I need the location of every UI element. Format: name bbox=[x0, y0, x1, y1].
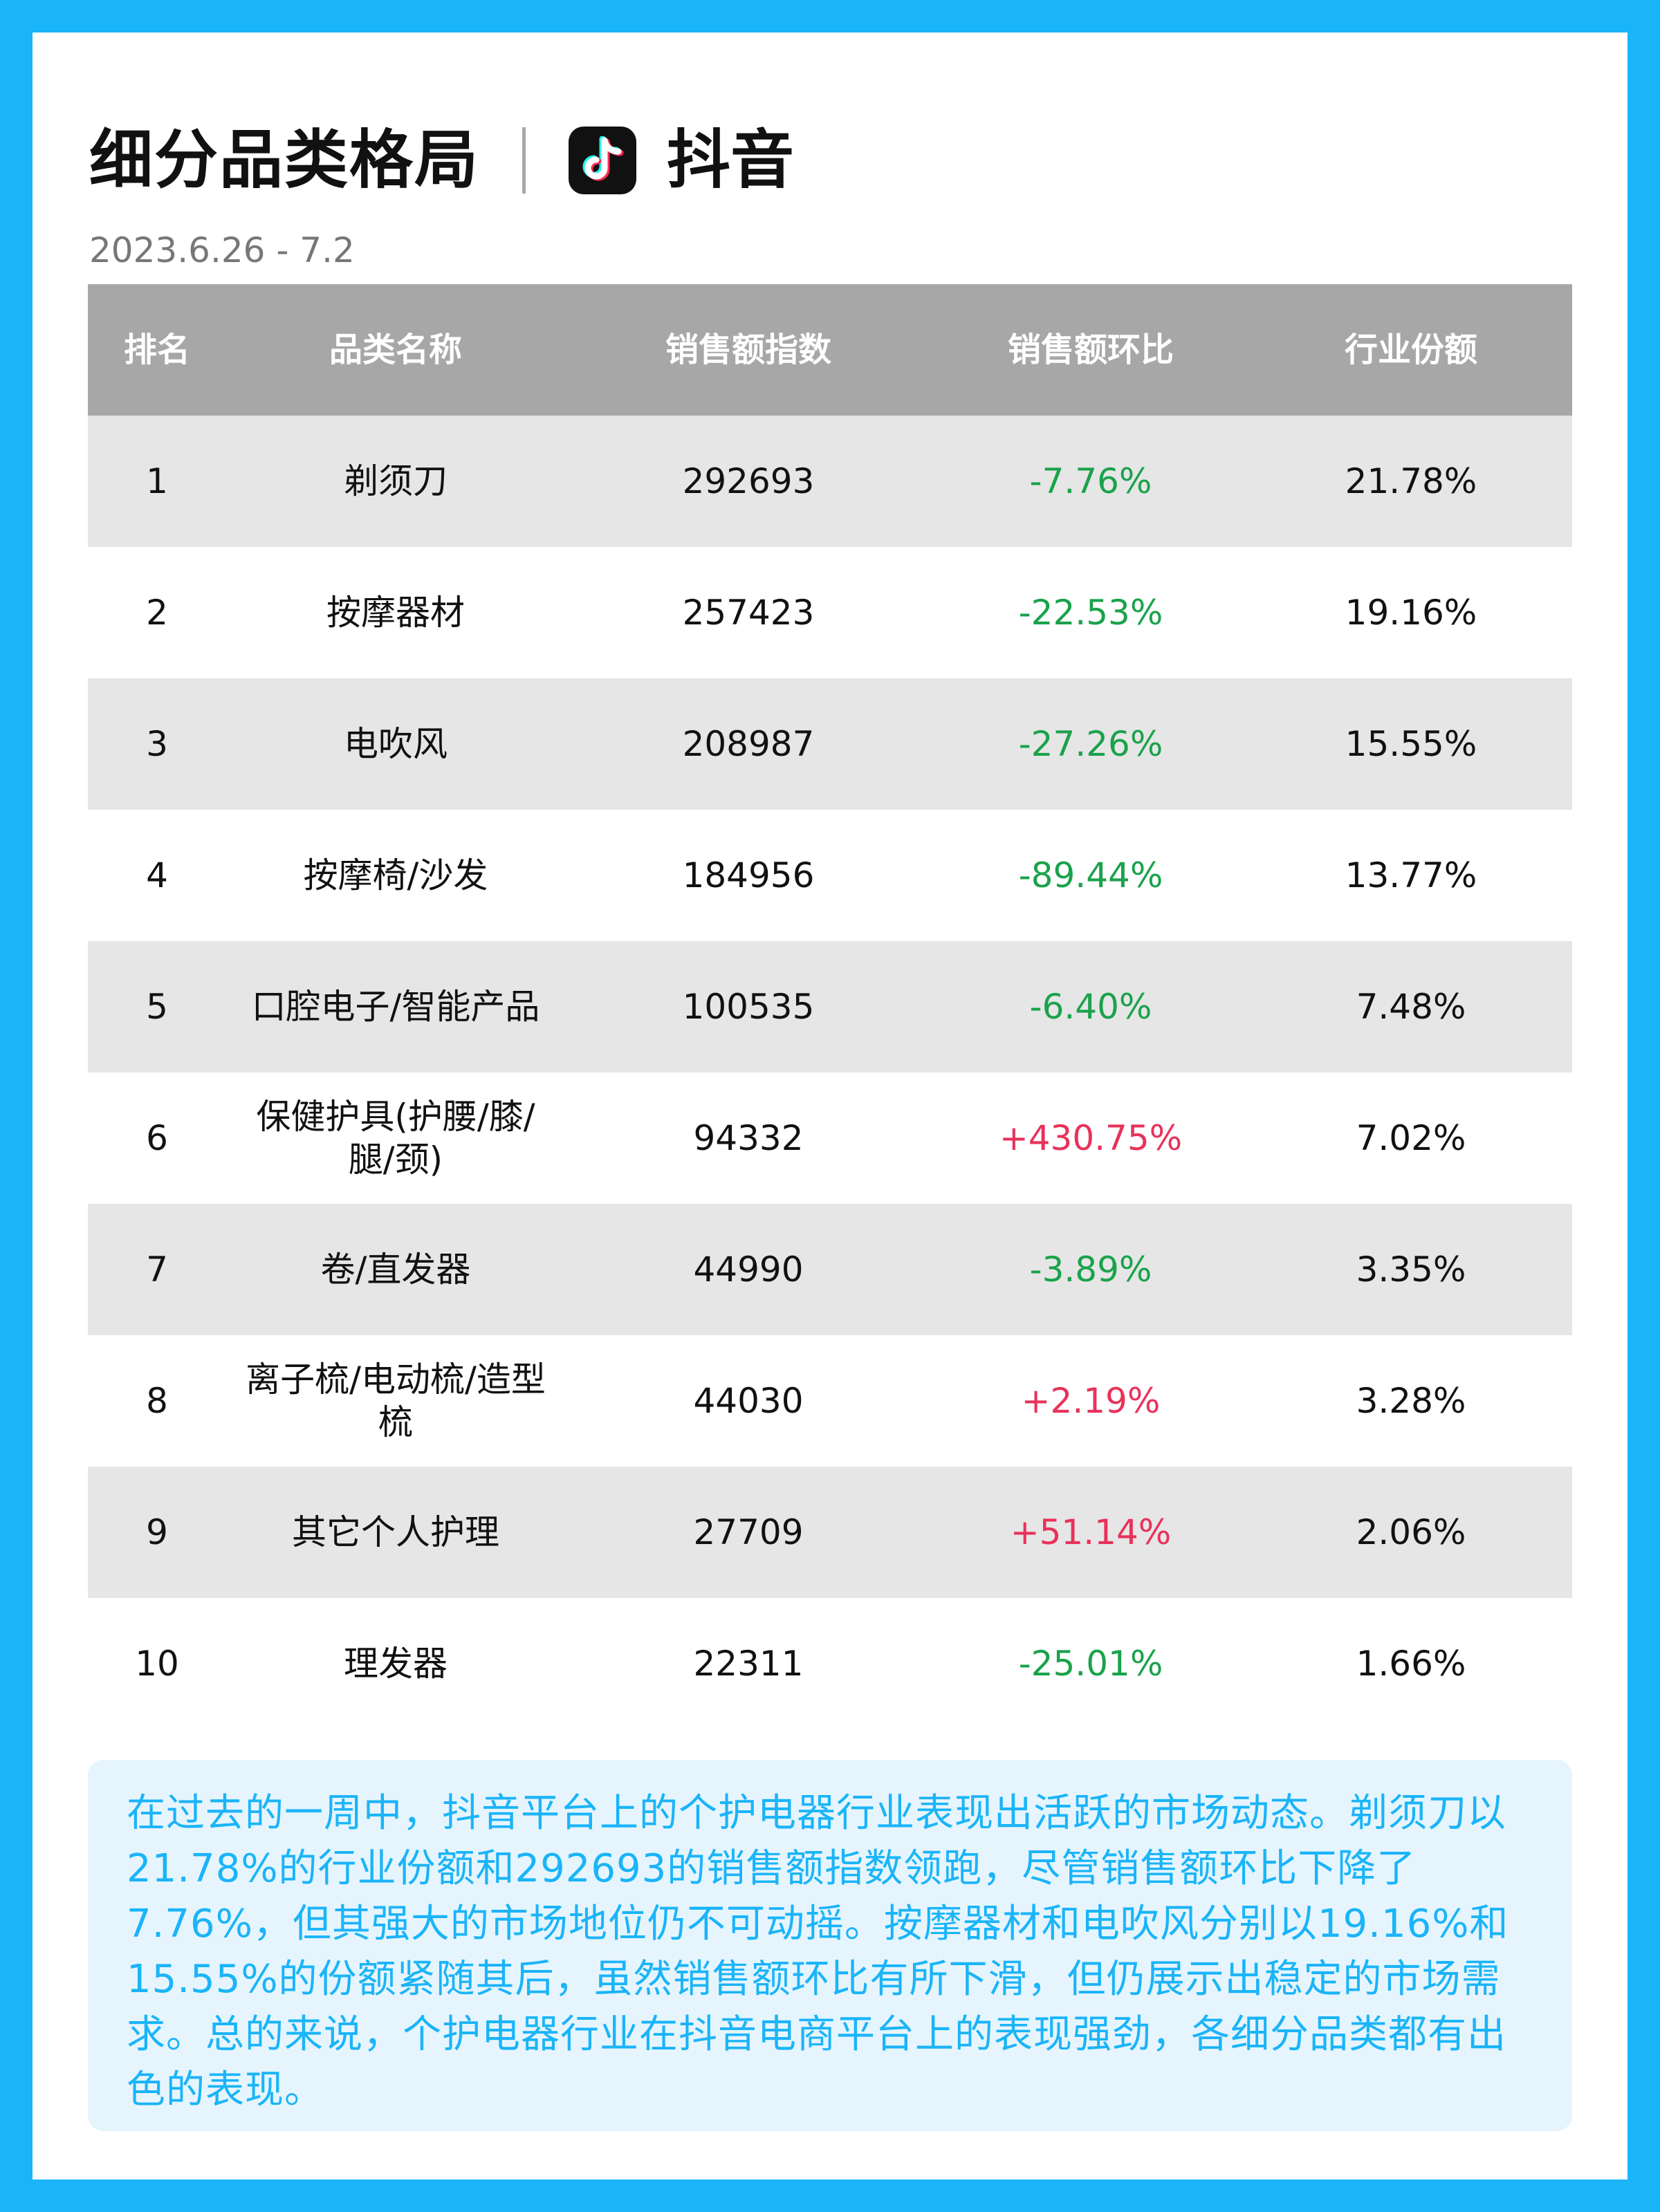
sales-index-cell: 22311 bbox=[693, 1643, 804, 1684]
category-label: 离子梳/电动梳/造型梳 bbox=[246, 1359, 546, 1443]
rank-cell: 3 bbox=[146, 723, 168, 764]
category-label: 保健护具(护腰/膝/腿/颈) bbox=[256, 1096, 535, 1180]
category-cell: 离子梳/电动梳/造型梳 bbox=[226, 1335, 565, 1467]
table-row: 4 按摩椅/沙发 184956 -89.44% 13.77% bbox=[88, 810, 1572, 941]
category-cell: 按摩器材 bbox=[226, 547, 565, 678]
table-row: 5 口腔电子/智能产品 100535 -6.40% 7.48% bbox=[88, 941, 1572, 1072]
share-cell: 19.16% bbox=[1345, 592, 1477, 633]
rank-cell: 6 bbox=[146, 1117, 168, 1158]
share-cell: 13.77% bbox=[1345, 855, 1477, 895]
mom-cell: -7.76% bbox=[1029, 461, 1152, 501]
table-row: 6 保健护具(护腰/膝/腿/颈) 94332 +430.75% 7.02% bbox=[88, 1072, 1572, 1204]
column-header-share: 行业份额 bbox=[1344, 331, 1477, 369]
category-cell: 口腔电子/智能产品 bbox=[226, 941, 565, 1072]
table-row: 2 按摩器材 257423 -22.53% 19.16% bbox=[88, 547, 1572, 678]
sales-index-cell: 292693 bbox=[682, 461, 815, 501]
douyin-note-icon bbox=[582, 136, 624, 181]
mom-cell: -27.26% bbox=[1018, 723, 1163, 764]
category-cell: 卷/直发器 bbox=[226, 1204, 565, 1335]
ranking-table: 排名 品类名称 销售额指数 销售额环比 行业份额 1 剃须刀 292693 -7… bbox=[88, 284, 1572, 1729]
share-cell: 7.48% bbox=[1356, 986, 1466, 1027]
mom-cell: +430.75% bbox=[999, 1117, 1183, 1158]
rank-cell: 9 bbox=[146, 1512, 168, 1552]
page-title: 细分品类格局 bbox=[89, 123, 480, 197]
mom-cell: -22.53% bbox=[1018, 592, 1163, 633]
sales-index-cell: 94332 bbox=[693, 1117, 804, 1158]
category-label: 按摩椅/沙发 bbox=[303, 855, 488, 895]
mom-cell: -6.40% bbox=[1029, 986, 1152, 1027]
category-cell: 其它个人护理 bbox=[226, 1467, 565, 1598]
share-cell: 1.66% bbox=[1356, 1643, 1466, 1684]
column-header-category: 品类名称 bbox=[329, 331, 462, 369]
share-cell: 7.02% bbox=[1356, 1117, 1466, 1158]
sales-index-cell: 27709 bbox=[693, 1512, 804, 1552]
category-cell: 剃须刀 bbox=[226, 416, 565, 547]
platform-name: 抖音 bbox=[667, 123, 795, 197]
category-label: 按摩器材 bbox=[326, 592, 465, 633]
category-label: 卷/直发器 bbox=[320, 1249, 471, 1290]
column-header-sales-index: 销售额指数 bbox=[665, 331, 831, 369]
page-header: 细分品类格局 抖音 bbox=[89, 105, 794, 216]
summary-text: 在过去的一周中，抖音平台上的个护电器行业表现出活跃的市场动态。剃须刀以21.78… bbox=[127, 1791, 1509, 2112]
rank-cell: 1 bbox=[146, 461, 168, 501]
category-label: 电吹风 bbox=[344, 723, 448, 764]
sales-index-cell: 44030 bbox=[693, 1380, 804, 1421]
category-label: 其它个人护理 bbox=[292, 1512, 499, 1552]
mom-cell: +2.19% bbox=[1021, 1380, 1161, 1421]
table-row: 9 其它个人护理 27709 +51.14% 2.06% bbox=[88, 1467, 1572, 1598]
share-cell: 3.35% bbox=[1356, 1249, 1466, 1290]
sales-index-cell: 208987 bbox=[682, 723, 815, 764]
mom-cell: -25.01% bbox=[1018, 1643, 1163, 1684]
share-cell: 15.55% bbox=[1345, 723, 1477, 764]
rank-cell: 8 bbox=[146, 1380, 168, 1421]
category-cell: 电吹风 bbox=[226, 678, 565, 810]
category-label: 剃须刀 bbox=[344, 461, 448, 501]
table-row: 1 剃须刀 292693 -7.76% 21.78% bbox=[88, 416, 1572, 547]
share-cell: 2.06% bbox=[1356, 1512, 1466, 1552]
category-label: 理发器 bbox=[344, 1643, 448, 1684]
category-cell: 理发器 bbox=[226, 1598, 565, 1729]
table-header-row: 排名 品类名称 销售额指数 销售额环比 行业份额 bbox=[88, 284, 1572, 416]
table-row: 8 离子梳/电动梳/造型梳 44030 +2.19% 3.28% bbox=[88, 1335, 1572, 1467]
douyin-icon bbox=[569, 127, 637, 194]
content-card: 细分品类格局 抖音 2023.6.26 - 7.2 排名 品类名称 销售额指数 … bbox=[33, 32, 1627, 2180]
category-label: 口腔电子/智能产品 bbox=[251, 986, 540, 1027]
mom-cell: +51.14% bbox=[1010, 1512, 1172, 1552]
date-range: 2023.6.26 - 7.2 bbox=[89, 230, 355, 270]
sales-index-cell: 100535 bbox=[682, 986, 815, 1027]
column-header-mom: 销售额环比 bbox=[1007, 331, 1174, 369]
table-row: 10 理发器 22311 -25.01% 1.66% bbox=[88, 1598, 1572, 1729]
mom-cell: -89.44% bbox=[1018, 855, 1163, 895]
table-row: 7 卷/直发器 44990 -3.89% 3.35% bbox=[88, 1204, 1572, 1335]
category-cell: 按摩椅/沙发 bbox=[226, 810, 565, 941]
share-cell: 21.78% bbox=[1345, 461, 1477, 501]
mom-cell: -3.89% bbox=[1029, 1249, 1152, 1290]
category-cell: 保健护具(护腰/膝/腿/颈) bbox=[226, 1072, 565, 1204]
rank-cell: 5 bbox=[146, 986, 168, 1027]
rank-cell: 2 bbox=[146, 592, 168, 633]
title-divider bbox=[522, 127, 526, 194]
sales-index-cell: 257423 bbox=[682, 592, 815, 633]
sales-index-cell: 44990 bbox=[693, 1249, 804, 1290]
rank-cell: 4 bbox=[146, 855, 168, 895]
sales-index-cell: 184956 bbox=[682, 855, 815, 895]
summary-box: 在过去的一周中，抖音平台上的个护电器行业表现出活跃的市场动态。剃须刀以21.78… bbox=[88, 1760, 1572, 2131]
column-header-rank: 排名 bbox=[123, 331, 190, 369]
share-cell: 3.28% bbox=[1356, 1380, 1466, 1421]
table-row: 3 电吹风 208987 -27.26% 15.55% bbox=[88, 678, 1572, 810]
rank-cell: 7 bbox=[146, 1249, 168, 1290]
rank-cell: 10 bbox=[135, 1643, 179, 1684]
